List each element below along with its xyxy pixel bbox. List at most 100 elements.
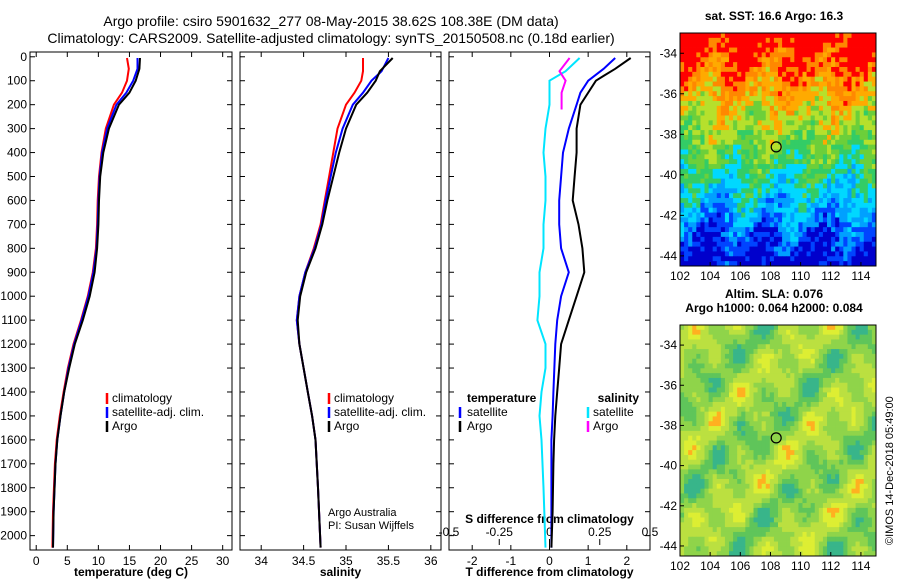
map-cell (745, 329, 750, 336)
map-cell (720, 96, 726, 102)
salinity-line-argo (296, 57, 394, 548)
map-cell (827, 334, 832, 340)
map-cell (851, 507, 856, 514)
map-cell (688, 125, 693, 131)
map-cell (729, 227, 734, 233)
map-cell (847, 178, 852, 184)
map-cell (753, 373, 758, 379)
map-cell (847, 493, 852, 499)
map-cell (827, 349, 832, 355)
map-cell (818, 261, 824, 267)
map-cell (802, 154, 807, 160)
map-cell (696, 159, 701, 165)
map-cell (818, 149, 824, 155)
map-cell (708, 71, 714, 78)
map-cell (684, 541, 689, 547)
map-cell (765, 81, 771, 87)
map-cell (712, 334, 718, 340)
map-cell (851, 256, 856, 262)
map-cell (684, 488, 689, 494)
map-cell (782, 498, 787, 504)
map-cell (839, 188, 844, 194)
map-cell (847, 251, 852, 257)
map-cell (729, 144, 734, 150)
map-cell (769, 325, 775, 331)
map-cell (855, 76, 861, 82)
x-tick-label: 0 (33, 554, 40, 568)
map-cell (688, 479, 693, 485)
map-cell (733, 144, 738, 150)
map-cell (843, 402, 848, 408)
map-cell (847, 353, 852, 360)
map-cell (733, 149, 738, 155)
map-cell (798, 217, 803, 223)
map-cell (839, 325, 844, 331)
map-cell (863, 459, 869, 465)
map-cell (778, 479, 783, 485)
map-cell (818, 483, 824, 490)
map-cell (822, 464, 828, 470)
map-cell (720, 207, 726, 213)
map-cell (806, 349, 812, 355)
map-cell (798, 483, 803, 490)
map-cell (843, 517, 848, 523)
map-cell (729, 546, 734, 552)
map-cell (778, 86, 783, 92)
map-cell (818, 421, 824, 427)
map-cell (859, 168, 865, 175)
map-cell (769, 435, 775, 441)
map-cell (684, 474, 689, 480)
map-cell (790, 329, 795, 336)
map-cell (737, 329, 742, 336)
map-cell (749, 144, 754, 150)
map-cell (806, 193, 812, 199)
map-cell (867, 479, 873, 485)
map-cell (745, 130, 750, 136)
map-cell (737, 256, 742, 262)
map-cell (782, 426, 787, 432)
map-cell (867, 202, 873, 209)
map-cell (753, 236, 758, 243)
map-cell (798, 498, 803, 504)
map-cell (688, 86, 693, 92)
map-cell (761, 334, 767, 340)
map-cell (688, 363, 693, 369)
map-cell (704, 241, 709, 247)
map-cell (737, 251, 742, 257)
map-cell (798, 454, 803, 461)
map-cell (700, 512, 705, 518)
map-cell (855, 212, 861, 218)
map-cell (835, 464, 840, 470)
map-cell (831, 402, 836, 408)
map-cell (810, 100, 816, 107)
map-cell (798, 546, 803, 552)
map-cell (708, 479, 714, 485)
map-cell (700, 353, 705, 360)
map-cell (692, 159, 697, 165)
map-cell (769, 334, 775, 340)
map-cell (712, 387, 718, 393)
map-cell (745, 454, 750, 461)
map-cell (688, 349, 693, 355)
map-cell (729, 488, 734, 494)
map-cell (773, 402, 779, 408)
map-cell (827, 178, 832, 184)
map-cell (720, 416, 726, 422)
map-cell (806, 493, 812, 499)
map-cell (851, 445, 856, 451)
map-cell (769, 440, 775, 446)
map-cell (741, 134, 746, 141)
map-cell (749, 373, 754, 379)
map-cell (700, 76, 705, 82)
map-cell (802, 406, 807, 413)
map-cell (745, 416, 750, 422)
map-cell (855, 251, 861, 257)
map-cell (871, 227, 877, 233)
map-cell (753, 47, 758, 53)
map-cell (765, 503, 771, 509)
map-cell (806, 469, 812, 475)
map-cell (700, 368, 705, 374)
map-cell (700, 507, 705, 514)
x-tick-label: 10 (92, 554, 106, 568)
map-cell (761, 246, 767, 252)
